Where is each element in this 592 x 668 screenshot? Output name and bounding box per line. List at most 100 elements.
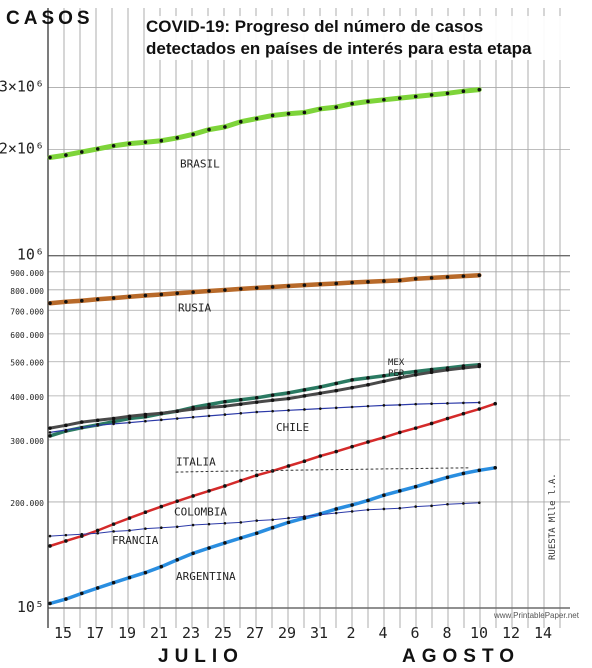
data-point-per [95, 418, 100, 423]
data-point-colombia [302, 459, 307, 464]
data-point-colombia [143, 510, 148, 515]
data-point-chile [366, 404, 370, 408]
data-point-brasil [64, 153, 68, 157]
data-point-brasil [366, 99, 370, 104]
data-point-chile [446, 402, 449, 405]
data-point-francia [223, 521, 227, 525]
y-tick-label: 600.000 [10, 331, 44, 340]
data-point-per [270, 398, 275, 402]
data-point-colombia [111, 522, 116, 526]
data-point-argentina [477, 468, 482, 473]
data-point-argentina [159, 564, 164, 569]
data-point-per [254, 400, 259, 404]
data-point-colombia [366, 440, 370, 444]
data-point-rusia [127, 294, 132, 299]
y-tick-label: 10⁵ [17, 598, 44, 616]
data-point-colombia [413, 426, 418, 430]
x-tick-label: 4 [378, 624, 387, 642]
data-point-colombia [477, 407, 482, 411]
data-point-francia [64, 533, 68, 537]
data-point-brasil [382, 97, 386, 102]
data-point-rusia [477, 273, 482, 278]
data-point-chile [382, 404, 386, 407]
data-point-per [302, 394, 307, 398]
x-tick-label: 2 [346, 624, 355, 642]
data-point-chile [223, 413, 227, 416]
chart-title: COVID-19: Progreso del número de casos d… [146, 16, 566, 60]
data-point-per [445, 368, 450, 372]
data-point-brasil [111, 144, 116, 148]
data-point-colombia [350, 444, 354, 449]
y-tick-label: 500.000 [10, 359, 44, 368]
data-point-argentina [350, 503, 354, 507]
data-point-chile [255, 410, 258, 414]
data-point-brasil [159, 138, 164, 143]
data-point-francia [80, 532, 84, 536]
data-point-colombia [239, 478, 243, 483]
data-point-francia [191, 523, 195, 527]
data-point-brasil [80, 150, 84, 154]
data-point-mex [207, 402, 211, 407]
series-label-mex: MEX [388, 358, 405, 368]
data-point-argentina [143, 570, 148, 575]
data-point-rusia [159, 292, 164, 297]
y-tick-label: 800.000 [10, 287, 44, 296]
data-point-colombia [493, 401, 498, 406]
data-point-rusia [95, 297, 100, 302]
data-point-mex [286, 391, 291, 395]
data-point-mex [382, 374, 386, 378]
data-point-brasil [429, 93, 434, 97]
data-point-argentina [334, 507, 339, 511]
x-tick-label: 12 [502, 624, 520, 642]
data-point-colombia [48, 544, 52, 548]
data-point-colombia [445, 416, 450, 421]
data-point-chile [430, 402, 433, 406]
data-point-argentina [286, 520, 291, 525]
data-point-colombia [223, 484, 227, 488]
data-point-francia [334, 511, 338, 515]
data-point-rusia [461, 274, 466, 278]
data-point-per [461, 366, 466, 370]
data-point-rusia [318, 282, 323, 286]
data-point-per [143, 412, 148, 417]
data-point-brasil [350, 101, 354, 106]
data-point-brasil [302, 110, 307, 115]
data-point-argentina [254, 531, 259, 536]
data-point-rusia [239, 287, 243, 291]
data-point-colombia [191, 494, 195, 498]
data-point-chile [319, 407, 322, 410]
data-point-francia [96, 531, 99, 535]
data-point-mex [334, 381, 339, 386]
data-point-brasil [398, 96, 402, 100]
data-point-per [80, 420, 84, 424]
series-line-chile [49, 401, 480, 433]
data-point-chile [207, 414, 211, 418]
series-label-italia: ITALIA [176, 455, 216, 468]
data-point-argentina [111, 580, 116, 585]
data-point-colombia [429, 421, 434, 426]
data-point-colombia [286, 464, 291, 468]
data-point-rusia [382, 279, 386, 283]
data-point-rusia [111, 296, 116, 300]
data-point-argentina [461, 471, 466, 476]
data-point-chile [239, 411, 243, 415]
data-point-brasil [207, 127, 211, 132]
data-point-argentina [398, 489, 402, 493]
data-point-brasil [270, 113, 275, 118]
y-tick-label: 700.000 [10, 307, 44, 316]
data-point-colombia [318, 454, 323, 458]
data-point-colombia [382, 435, 386, 440]
data-point-colombia [398, 430, 402, 435]
data-point-rusia [207, 289, 211, 293]
data-point-rusia [143, 293, 148, 298]
data-point-colombia [334, 449, 339, 454]
data-point-argentina [80, 591, 84, 596]
data-point-brasil [413, 94, 418, 99]
data-point-francia [128, 529, 131, 532]
data-point-francia [239, 521, 243, 524]
data-point-francia [446, 502, 449, 506]
data-point-francia [175, 525, 179, 529]
data-point-mex [413, 369, 418, 374]
data-point-francia [382, 507, 386, 511]
data-point-rusia [286, 284, 291, 288]
